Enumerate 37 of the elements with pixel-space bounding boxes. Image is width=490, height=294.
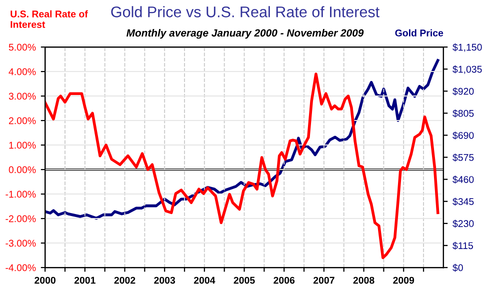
x-tick-label: 2009: [393, 276, 414, 284]
chart-title: Gold Price vs U.S. Real Rate of Interest: [111, 6, 380, 18]
x-tick-label: 2004: [194, 276, 216, 284]
y-tick-label: 5.00%: [8, 44, 36, 51]
y2-tick-label: $230: [452, 220, 474, 228]
x-tick-label: 2001: [74, 276, 96, 284]
y-tick-label: 2.00%: [8, 117, 36, 124]
y-tick-label: 3.00%: [8, 92, 36, 100]
x-tick-label: 2003: [154, 276, 176, 284]
y-tick-label: -1.00%: [6, 190, 36, 198]
y2-tick-label: $1,035: [452, 65, 482, 74]
x-tick-label: 2002: [114, 276, 136, 284]
y-tick-label: 0.00%: [8, 166, 36, 174]
y2-tick-label: $115: [452, 242, 473, 250]
y-tick-label: -2.00%: [6, 215, 36, 222]
y2-tick-label: $575: [452, 154, 474, 162]
chart-subtitle: Monthly average January 2000 - November 2009: [126, 28, 364, 39]
y2-tick-label: $0: [452, 264, 463, 272]
x-tick-label: 2007: [313, 276, 334, 284]
y2-tick-label: $920: [452, 87, 474, 96]
y2-tick-label: $460: [452, 176, 474, 184]
y-tick-label: -3.00%: [6, 240, 36, 247]
y2-tick-label: $1,150: [452, 43, 482, 52]
line-series: [45, 59, 440, 220]
x-tick-label: 2000: [34, 276, 56, 284]
y-tick-label: -4.00%: [6, 264, 36, 272]
y2-tick-label: $690: [452, 132, 474, 140]
y2-tick-label: $345: [452, 198, 474, 206]
y2-tick-label: $805: [452, 110, 474, 118]
x-tick-label: 2005: [234, 276, 255, 284]
x-tick-label: 2008: [353, 276, 374, 284]
text: Gold Price: [395, 29, 444, 36]
y-tick-label: 1.00%: [9, 142, 36, 149]
y-tick-label: 4.00%: [8, 68, 36, 76]
line-series: [45, 72, 440, 260]
text: U.S. Real Rate of Interest: [10, 10, 88, 28]
x-tick-label: 2006: [274, 276, 295, 284]
